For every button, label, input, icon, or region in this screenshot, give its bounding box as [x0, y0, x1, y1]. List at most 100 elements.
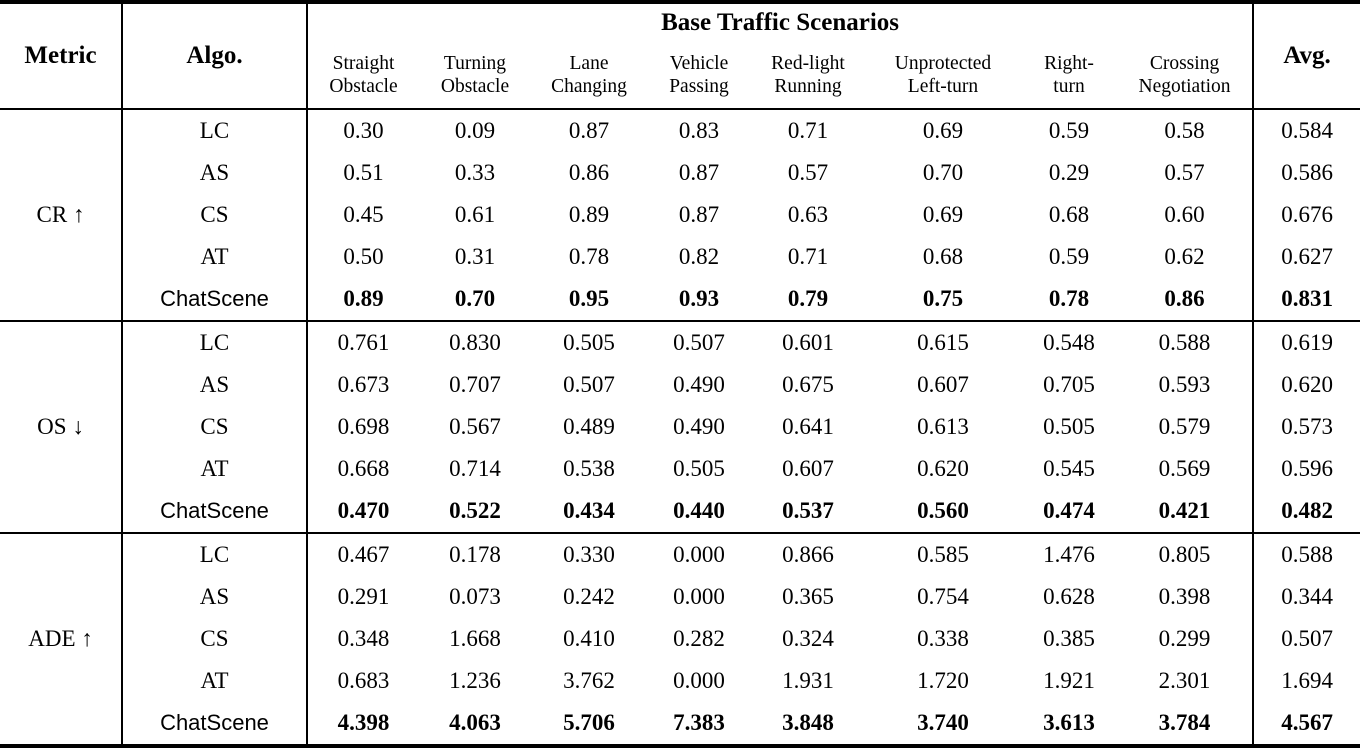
- value-cell: 0.59: [1048, 243, 1090, 269]
- value-cell: 0.51: [343, 159, 384, 185]
- value-cell: 0.579: [1117, 405, 1255, 448]
- value-cell: 3.740: [917, 709, 969, 735]
- value-cell: 1.236: [449, 667, 501, 693]
- value-cell: 0.505: [1043, 413, 1095, 439]
- value-cell: 0.62: [1117, 235, 1255, 278]
- value-cell: 0.673: [337, 371, 390, 397]
- value-cell: 0.58: [1117, 109, 1255, 152]
- value-cell: 0.675: [782, 371, 834, 397]
- metric-column-header: Metric: [0, 2, 123, 109]
- value-cell: 0.507: [673, 329, 725, 355]
- value-cell: 0.440: [673, 497, 725, 523]
- value-cell: 1.720: [917, 667, 969, 693]
- value-cell: 0.560: [917, 497, 969, 523]
- metric-group-cr: CR ↑ LC 0.30 0.09 0.87 0.83 0.71 0.69 0.59 0.58 0.…: [0, 109, 1360, 321]
- value-cell: 0.09: [454, 118, 496, 143]
- value-cell: 5.706: [563, 709, 615, 735]
- value-cell: 0.698: [337, 413, 390, 439]
- value-cell: 0.70: [454, 285, 496, 311]
- value-cell: 0.866: [782, 541, 834, 567]
- value-cell: 0.434: [563, 497, 615, 523]
- value-cell: 0.79: [787, 285, 829, 311]
- avg-cell: 0.482: [1281, 497, 1333, 523]
- algo-cell: AT: [122, 447, 308, 490]
- value-cell: 0.29: [1048, 159, 1090, 185]
- value-cell: 0.31: [454, 243, 496, 269]
- table-row: AS 0.291 0.073 0.242 0.000 0.365 0.754 0.628 0.3…: [0, 575, 1360, 618]
- value-cell: 0.69: [922, 201, 964, 227]
- value-cell: 0.073: [449, 583, 501, 609]
- table-row: ChatScene 4.398 4.063 5.706 7.383 3.848 3.740 3…: [0, 701, 1360, 746]
- value-cell: 0.87: [678, 159, 720, 185]
- value-cell: 0.89: [343, 285, 384, 311]
- table-row: AT 0.50 0.31 0.78 0.82 0.71 0.68 0.59 0.62 0.627: [0, 235, 1360, 278]
- value-cell: 0.71: [787, 118, 829, 143]
- metric-cell: OS ↓: [0, 320, 123, 533]
- value-cell: 0.000: [673, 583, 725, 609]
- value-cell: 0.57: [787, 159, 829, 185]
- value-cell: 3.848: [782, 709, 834, 735]
- table-row: ADE ↑ LC 0.467 0.178 0.330 0.000 0.866 0.585 1.4…: [0, 532, 1360, 746]
- value-cell: 0.59: [1048, 118, 1090, 143]
- scenario-header-row: Straight Obstacle Turning Obstacle Lane Chang…: [0, 42, 1360, 109]
- value-cell: 0.282: [673, 625, 725, 651]
- avg-cell: 0.573: [1281, 413, 1333, 439]
- value-cell: 0.60: [1117, 193, 1255, 236]
- value-cell: 0.474: [1043, 497, 1095, 523]
- value-cell: 0.707: [449, 371, 501, 397]
- value-cell: 0.754: [917, 583, 969, 609]
- value-cell: 0.86: [1117, 277, 1255, 321]
- value-cell: 0.830: [449, 329, 501, 355]
- avg-cell: 0.619: [1281, 329, 1333, 355]
- avg-cell: 0.676: [1281, 201, 1333, 227]
- value-cell: 0.714: [449, 455, 501, 481]
- value-cell: 4.063: [449, 709, 501, 735]
- scenario-col-header: Vehicle Passing: [669, 53, 729, 97]
- value-cell: 0.365: [782, 583, 834, 609]
- algo-cell: AS: [122, 575, 308, 618]
- table-row: AS 0.51 0.33 0.86 0.87 0.57 0.70 0.29 0.57 0.586: [0, 152, 1360, 194]
- value-cell: 0.490: [673, 371, 725, 397]
- value-cell: 0.490: [673, 413, 725, 439]
- avg-cell: 0.588: [1281, 541, 1333, 567]
- value-cell: 0.89: [568, 201, 610, 227]
- avg-cell: 0.596: [1281, 455, 1333, 481]
- value-cell: 7.383: [673, 709, 725, 735]
- scenario-group-title: Base Traffic Scenarios: [307, 2, 1255, 42]
- value-cell: 3.613: [1043, 709, 1095, 735]
- value-cell: 0.000: [673, 541, 725, 567]
- value-cell: 3.784: [1117, 701, 1255, 746]
- value-cell: 0.507: [563, 371, 615, 397]
- scenario-col-header: Crossing Negotiation: [1117, 42, 1255, 109]
- scenario-col-header: Red-light Running: [771, 53, 845, 97]
- value-cell: 1.668: [449, 625, 501, 651]
- algo-cell: AT: [122, 659, 308, 702]
- avg-cell: 0.584: [1281, 118, 1333, 143]
- avg-cell: 0.586: [1281, 159, 1333, 185]
- value-cell: 0.83: [678, 118, 720, 143]
- value-cell: 0.324: [782, 625, 834, 651]
- table-row: AT 0.668 0.714 0.538 0.505 0.607 0.620 0.545 0.5…: [0, 447, 1360, 490]
- value-cell: 0.761: [337, 329, 390, 355]
- value-cell: 0.505: [673, 455, 725, 481]
- scenario-col-header: Lane Changing: [551, 53, 627, 97]
- value-cell: 0.607: [917, 371, 969, 397]
- metric-cell: ADE ↑: [0, 532, 123, 746]
- value-cell: 0.505: [563, 329, 615, 355]
- value-cell: 0.607: [782, 455, 834, 481]
- table-row: AT 0.683 1.236 3.762 0.000 1.931 1.720 1.921 2.3…: [0, 659, 1360, 702]
- value-cell: 0.50: [343, 243, 384, 269]
- value-cell: 0.628: [1043, 583, 1095, 609]
- algo-column-header: Algo.: [122, 2, 308, 109]
- value-cell: 0.620: [917, 455, 969, 481]
- value-cell: 0.71: [787, 243, 829, 269]
- avg-cell: 0.507: [1281, 625, 1333, 651]
- algo-cell: ChatScene: [122, 489, 308, 533]
- algo-cell: ChatScene: [122, 277, 308, 321]
- avg-cell: 4.567: [1281, 709, 1333, 735]
- table-row: CS 0.698 0.567 0.489 0.490 0.641 0.613 0.505 0.5…: [0, 405, 1360, 448]
- value-cell: 0.33: [454, 159, 496, 185]
- value-cell: 0.178: [449, 541, 501, 567]
- value-cell: 0.70: [922, 159, 964, 185]
